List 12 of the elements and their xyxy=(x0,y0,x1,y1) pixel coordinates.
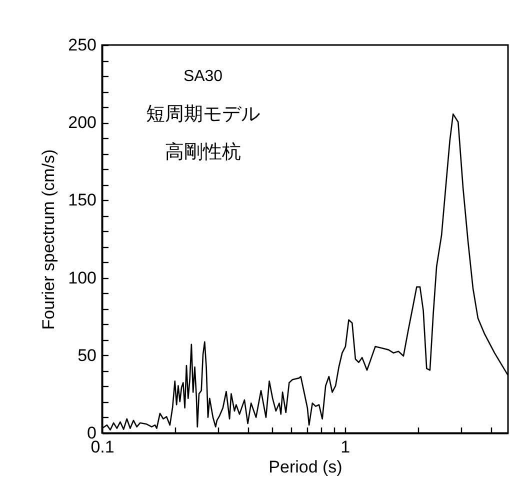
y-axis-title: Fourier spectrum (cm/s) xyxy=(39,149,58,330)
x-axis-title: Period (s) xyxy=(268,458,342,476)
annotation: SA30 xyxy=(183,68,223,85)
x-tick-label: 0.1 xyxy=(90,438,114,456)
y-tick-label: 200 xyxy=(68,113,96,132)
x-tick-label: 1 xyxy=(340,438,350,456)
y-tick-label: 100 xyxy=(68,268,96,288)
annotation: 高剛性杭 xyxy=(165,141,241,163)
y-tick-label: 50 xyxy=(78,346,96,365)
y-tick-label: 150 xyxy=(68,190,96,210)
y-tick-label: 250 xyxy=(68,36,96,54)
annotation: 短周期モデル xyxy=(146,104,260,125)
